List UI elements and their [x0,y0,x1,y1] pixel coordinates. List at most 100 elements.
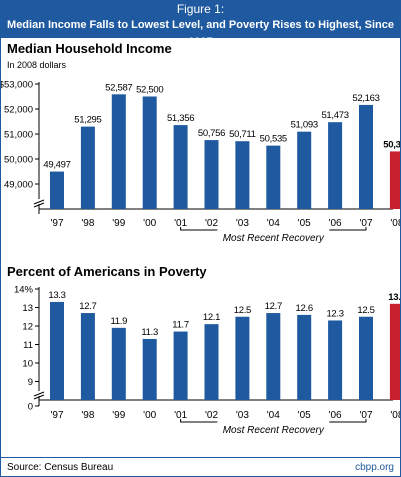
charts-canvas: Median Household Income In 2008 dollars 49… [1,41,400,436]
chart-1-category-label: '05 [298,218,311,229]
chart-1-bar [111,94,126,209]
chart-1-y-tick-label: $53,000 [1,80,33,91]
chart-2-y-tick-label: 11 [23,340,33,351]
chart-2-category-label: '00 [143,410,156,421]
chart-2-value-label: 12.1 [203,312,220,323]
chart-1-value-label: 50,535 [260,134,287,145]
chart-1-value-label: 51,093 [291,120,318,131]
chart-2-category-label: '98 [81,410,94,421]
chart-2-bar [111,327,126,400]
chart-2-value-label: 12.6 [296,303,313,314]
chart-2-category-label: '07 [359,410,372,421]
chart-1-category-label: '07 [359,218,372,229]
chart-2-bracket-label: Most Recent Recovery [223,425,325,436]
chart-1-category-label: '97 [50,218,63,229]
chart-2-y-tick-label: 13 [22,303,33,314]
chart-1-category-label: '01 [174,218,187,229]
chart-1-category-label: '03 [236,218,249,229]
chart-1-value-label: 52,587 [105,82,132,93]
chart-1-bar [328,122,343,209]
chart-1-category-label: '98 [81,218,94,229]
chart-2-bar [173,331,188,400]
chart-2-value-label: 11.7 [172,320,189,331]
chart-1-bar [204,140,219,209]
chart-1-category-label: '99 [112,218,125,229]
figure-footer: Source: Census Bureau cbpp.org [1,457,400,477]
chart-2-bar [297,314,312,400]
chart-1-title: Median Household Income [7,41,172,56]
chart-1-category-label: '08 [390,218,400,229]
chart-1-category-label: '04 [267,218,280,229]
chart-1-value-label: 52,500 [136,85,163,96]
chart-2-category-label: '08 [390,410,400,421]
chart-1-y-tick-label: 49,000 [4,180,33,191]
chart-2-category-label: '05 [298,410,311,421]
chart-2-value-label: 12.3 [326,308,343,319]
chart-1-bar [235,141,250,209]
chart-2-axis-break-mark [33,391,45,397]
chart-2-title: Percent of Americans in Poverty [7,264,207,279]
chart-2-value-label: 12.5 [357,305,374,316]
chart-1-value-label: 50,756 [198,128,225,139]
chart-1-bracket-label: Most Recent Recovery [223,233,325,244]
chart-2-value-label: 12.7 [265,301,282,312]
chart-1-bracket-label-bg [217,228,330,241]
chart-2-axis-break-mark [33,394,45,400]
chart-2-value-label: 13.2 [388,292,400,303]
chart-1-axis-break-mark [33,199,45,205]
chart-2-category-label: '99 [112,410,125,421]
chart-1-bar [173,125,188,209]
chart-2-category-label: '02 [205,410,218,421]
chart-2-bar [328,320,343,400]
chart-2-bar [266,313,281,400]
chart-2-y-tick-label: 9 [28,377,33,388]
chart-2-bar [80,313,95,400]
chart-2-bracket-label-bg [217,420,330,433]
chart-1-value-label: 49,497 [43,160,70,171]
chart-1-y-tick-label: 51,000 [4,130,33,141]
chart-1-y-tick-label: 52,000 [4,105,33,116]
chart-1-axis-break-mark [33,202,45,208]
chart-1-y-tick-label: 50,000 [4,155,33,166]
chart-1-value-label: 51,473 [321,110,348,121]
chart-2-value-label: 13.3 [48,290,65,301]
chart-1-bar [266,145,281,209]
chart-2-bar [235,316,250,400]
figure-title: Median Income Falls to Lowest Level, and… [7,19,394,48]
chart-2-y-tick-label: 12 [22,322,33,333]
chart-2-category-label: '06 [329,410,342,421]
chart-1-bar [297,131,312,209]
chart-2-value-label: 12.5 [234,305,251,316]
chart-2-value-label: 12.7 [79,301,96,312]
chart-2-bar [50,301,64,400]
chart-2-bar [142,338,157,400]
source-note: Source: Census Bureau [7,462,114,473]
chart-1-value-label: 50,711 [229,129,256,140]
figure-header: Figure 1: Median Income Falls to Lowest … [1,1,400,48]
chart-1-subtitle: In 2008 dollars [7,60,67,70]
chart-2-bar [204,324,219,400]
chart-2-bar [389,303,400,400]
site-credit[interactable]: cbpp.org [355,462,394,473]
chart-1-bar [389,151,400,209]
chart-2-y-tick-label: 0 [28,402,33,413]
chart-1-value-label: 52,163 [352,93,379,104]
chart-1-bar [80,126,95,209]
figure-label: Figure 1: [176,2,225,16]
chart-2-value-label: 11.9 [111,316,128,327]
chart-1-bar [359,104,373,209]
chart-2-bar [359,316,373,400]
chart-1-value-label: 51,295 [74,115,101,126]
chart-2-category-label: '03 [236,410,249,421]
chart-2-category-label: '97 [50,410,63,421]
chart-1-value-label: 51,356 [167,113,194,124]
chart-1-category-label: '06 [329,218,342,229]
chart-2-category-label: '04 [267,410,280,421]
chart-1-bar [142,96,157,209]
chart-1-value-label: 50,303 [383,139,400,150]
chart-2-y-tick-label: 10 [22,359,33,370]
chart-2-value-label: 11.3 [141,327,158,338]
chart-2-y-tick-label: 14% [14,285,34,296]
chart-2-category-label: '01 [174,410,187,421]
